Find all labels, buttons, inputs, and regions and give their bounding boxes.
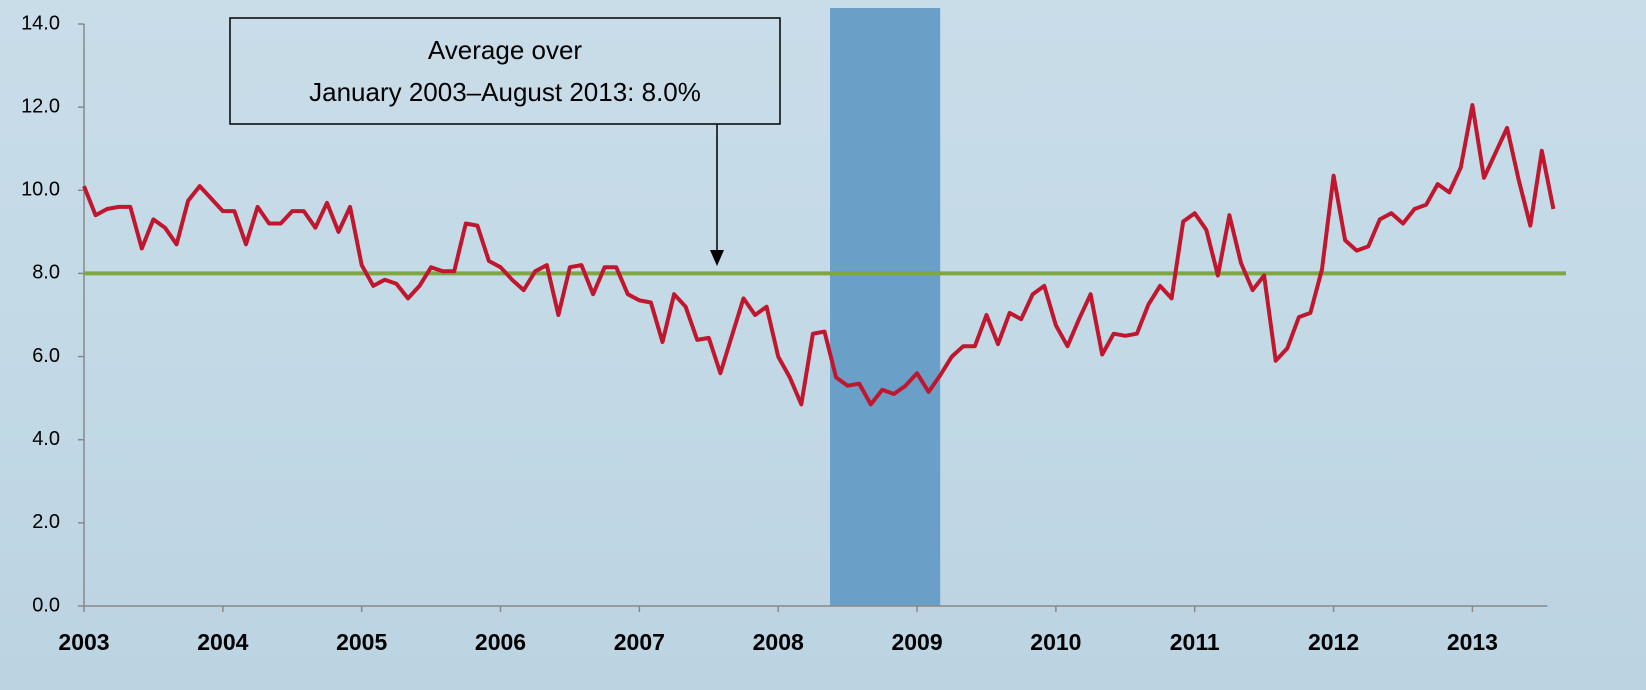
y-tick-label: 6.0 [32,345,60,367]
x-tick-label: 2005 [336,629,387,655]
x-tick-label: 2009 [891,629,942,655]
annotation-box [229,17,781,125]
y-tick-label: 0.0 [32,594,60,616]
annotation-text: Average over [428,35,583,65]
x-tick-label: 2004 [197,629,248,655]
x-tick-label: 2012 [1308,629,1359,655]
x-tick-label: 2003 [58,629,109,655]
y-tick-label: 10.0 [21,179,60,201]
x-tick-label: 2010 [1030,629,1081,655]
shaded-band [830,8,941,606]
x-tick-label: 2013 [1447,629,1498,655]
x-tick-label: 2011 [1170,629,1220,655]
x-tick-label: 2007 [614,629,665,655]
y-tick-label: 2.0 [32,511,60,533]
x-tick-label: 2008 [753,629,804,655]
y-tick-label: 4.0 [32,428,60,450]
y-tick-label: 8.0 [32,262,60,284]
data-line [82,103,1556,407]
x-tick-label: 2006 [475,629,526,655]
annotation-text: January 2003–August 2013: 8.0% [309,77,701,107]
y-tick-label: 12.0 [21,95,60,117]
arrow-head [710,250,724,266]
y-tick-label: 14.0 [21,12,60,34]
